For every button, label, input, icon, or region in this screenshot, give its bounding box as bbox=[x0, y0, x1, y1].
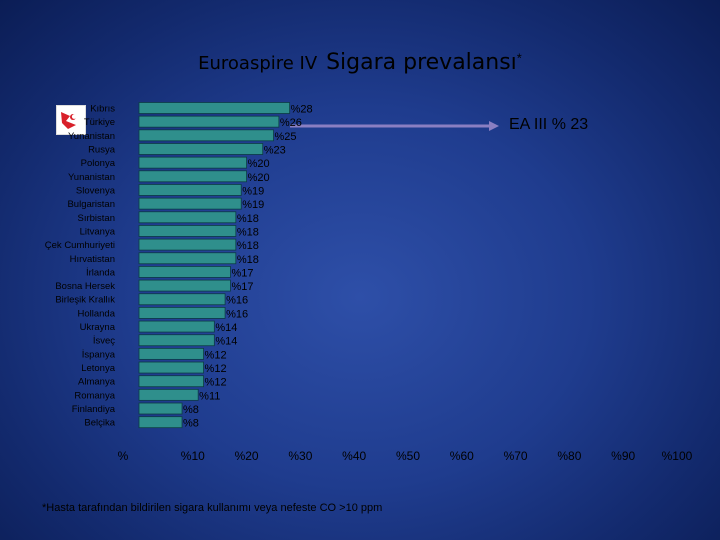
bar-value-label: %28 bbox=[291, 104, 313, 116]
x-tick-label: %80 bbox=[557, 449, 581, 463]
bar-value-label: %12 bbox=[205, 377, 227, 389]
x-tick-label: % bbox=[118, 449, 129, 463]
bar bbox=[138, 156, 247, 169]
bar bbox=[138, 279, 231, 292]
turkey-flag-icon bbox=[56, 105, 86, 135]
bar bbox=[138, 402, 183, 415]
bar-value-label: %18 bbox=[237, 226, 259, 238]
bar bbox=[138, 361, 204, 374]
bar-value-label: %16 bbox=[226, 295, 248, 307]
bar-value-label: %8 bbox=[183, 404, 199, 416]
bar bbox=[138, 266, 231, 278]
footnote: *Hasta tarafından bildirilen sigara kull… bbox=[42, 502, 383, 514]
category-label: Belçika bbox=[84, 418, 115, 429]
bar bbox=[138, 225, 237, 237]
bar-value-label: %19 bbox=[242, 185, 264, 197]
title-footnote-marker: * bbox=[516, 50, 522, 66]
reference-arrow-head bbox=[489, 121, 499, 131]
bar-value-label: %11 bbox=[199, 390, 220, 402]
bar-value-label: %14 bbox=[215, 336, 237, 348]
ea3-reference-label: EA III % 23 bbox=[509, 116, 589, 133]
x-tick-label: %10 bbox=[181, 449, 205, 463]
category-label: Letonya bbox=[81, 363, 116, 374]
category-label: Finlandiya bbox=[72, 404, 116, 415]
bar bbox=[138, 102, 291, 114]
bar bbox=[138, 143, 264, 155]
bar-value-label: %8 bbox=[183, 418, 199, 430]
bar bbox=[138, 320, 215, 333]
bar-value-label: %14 bbox=[215, 322, 237, 334]
category-label: Çek Cumhuriyeti bbox=[45, 240, 115, 251]
bar-value-label: %25 bbox=[275, 131, 297, 143]
bar bbox=[138, 416, 183, 429]
x-tick-label: %60 bbox=[450, 449, 474, 463]
category-label: İsveç bbox=[93, 336, 115, 347]
bar-value-label: %17 bbox=[231, 281, 253, 293]
category-label: Litvanya bbox=[80, 226, 116, 237]
x-tick-label: %40 bbox=[342, 449, 366, 463]
bar-value-label: %20 bbox=[248, 158, 270, 170]
x-tick-label: %20 bbox=[235, 449, 259, 463]
category-label: Yunanistan bbox=[68, 131, 115, 142]
bar bbox=[138, 238, 237, 251]
title-study-name: Euroaspire IV bbox=[198, 53, 318, 74]
bar-value-label: %26 bbox=[280, 117, 302, 129]
x-tick-label: %50 bbox=[396, 449, 420, 463]
bar-value-label: %19 bbox=[242, 199, 264, 211]
category-label: Romanya bbox=[74, 390, 115, 401]
category-label: Bulgaristan bbox=[67, 199, 115, 210]
category-label: Bosna Hersek bbox=[55, 281, 115, 292]
category-label: Almanya bbox=[78, 377, 116, 388]
bar-value-label: %12 bbox=[205, 349, 227, 361]
category-label: Hırvatistan bbox=[70, 254, 115, 265]
category-label: İspanya bbox=[82, 349, 116, 360]
title-metric: Sigara prevalansı bbox=[326, 50, 517, 75]
bar bbox=[138, 293, 226, 306]
bar-value-label: %20 bbox=[248, 172, 270, 184]
x-tick-label: %70 bbox=[504, 449, 528, 463]
x-tick-label: %30 bbox=[288, 449, 312, 463]
bar bbox=[138, 170, 247, 183]
chart-title: Euroaspire IV Sigara prevalansı* bbox=[0, 50, 720, 75]
category-label: Sırbistan bbox=[78, 213, 116, 224]
category-label: Rusya bbox=[88, 144, 116, 155]
category-label: İrlanda bbox=[86, 267, 116, 278]
bar-value-label: %18 bbox=[237, 213, 259, 225]
category-label: Slovenya bbox=[76, 185, 116, 196]
bar bbox=[138, 347, 204, 360]
bar bbox=[138, 334, 215, 347]
x-tick-label: %100 bbox=[662, 449, 693, 463]
bar bbox=[138, 115, 280, 128]
bar bbox=[138, 388, 199, 401]
category-label: Kıbrıs bbox=[90, 104, 115, 115]
category-label: Birleşik Krallık bbox=[55, 295, 115, 306]
bar-value-label: %17 bbox=[231, 267, 253, 279]
bar-value-label: %18 bbox=[237, 254, 259, 266]
bar-value-label: %12 bbox=[205, 363, 227, 375]
bar-value-label: %18 bbox=[237, 240, 259, 252]
bar bbox=[138, 306, 226, 319]
bar bbox=[138, 197, 242, 210]
bar bbox=[138, 184, 242, 196]
category-label: Yunanistan bbox=[68, 172, 115, 183]
category-label: Hollanda bbox=[78, 308, 116, 319]
bar-value-label: %23 bbox=[264, 144, 286, 156]
bar-value-label: %16 bbox=[226, 308, 248, 320]
x-tick-label: %90 bbox=[611, 449, 635, 463]
category-label: Polonya bbox=[81, 158, 116, 169]
bar bbox=[138, 252, 237, 265]
bar bbox=[138, 129, 274, 142]
bar bbox=[138, 375, 204, 388]
category-label: Ukrayna bbox=[80, 322, 116, 333]
category-label: Türkiye bbox=[84, 117, 115, 128]
bar bbox=[138, 211, 237, 224]
